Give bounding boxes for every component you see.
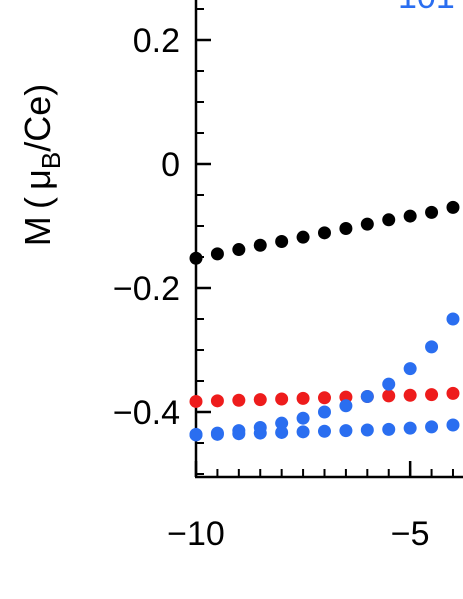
corner-label: 101	[398, 0, 455, 16]
ticks	[194, 8, 454, 477]
data-point	[210, 394, 224, 408]
data-point	[360, 217, 374, 231]
data-point	[253, 393, 267, 407]
data-point	[296, 425, 310, 439]
data-point	[382, 213, 396, 227]
data-point	[275, 416, 289, 430]
data-point	[446, 312, 460, 326]
y-axis-label: M ( μB/Ce)	[17, 84, 66, 247]
data-point	[425, 205, 439, 219]
tick-labels: 0.2 0 −0.2 −0.4 −10 −5	[113, 22, 430, 553]
series-3	[189, 312, 460, 441]
y-axis-label-subscript: B	[36, 152, 66, 169]
data-point	[189, 251, 203, 265]
data-point	[382, 389, 396, 403]
data-point	[275, 235, 289, 248]
data-point	[296, 411, 310, 425]
data-point	[317, 226, 331, 240]
data-point	[403, 209, 417, 223]
data-point	[275, 425, 289, 439]
data-point	[360, 390, 374, 403]
data-point	[446, 386, 460, 400]
data-point	[296, 230, 310, 244]
data-point	[232, 393, 246, 407]
data-point	[403, 388, 417, 402]
data-point	[446, 200, 460, 214]
x-tick-label: −5	[391, 515, 430, 553]
data-point	[403, 362, 417, 376]
data-points	[189, 200, 460, 442]
data-point	[339, 424, 353, 438]
data-point	[232, 424, 246, 438]
y-tick-label: 0	[161, 146, 180, 184]
data-point	[425, 388, 439, 402]
data-point	[296, 391, 310, 405]
data-point	[317, 391, 331, 405]
data-point	[317, 405, 331, 419]
data-point	[210, 426, 224, 440]
data-point	[382, 422, 396, 436]
data-point	[425, 340, 439, 354]
data-point	[360, 423, 374, 437]
data-point	[253, 238, 267, 252]
y-tick-label: 0.2	[133, 22, 180, 60]
data-point	[317, 424, 331, 438]
y-tick-label: −0.4	[113, 394, 180, 432]
data-point	[382, 377, 396, 391]
data-point	[339, 399, 353, 413]
data-point	[232, 243, 246, 257]
data-point	[189, 427, 203, 441]
data-point	[275, 392, 289, 406]
y-axis-label-suffix: /Ce)	[17, 84, 58, 152]
data-point	[253, 421, 267, 434]
data-point	[339, 221, 353, 235]
y-tick-label: −0.2	[113, 270, 180, 308]
x-tick-label: −10	[167, 515, 225, 553]
y-axis-label-prefix: M ( μ	[17, 169, 58, 246]
series-0	[189, 200, 460, 265]
data-point	[403, 421, 417, 435]
series-2	[189, 418, 460, 442]
data-point	[425, 420, 439, 434]
data-point	[446, 418, 460, 432]
data-point	[189, 394, 203, 408]
data-point	[210, 247, 224, 261]
series-1	[189, 386, 460, 408]
